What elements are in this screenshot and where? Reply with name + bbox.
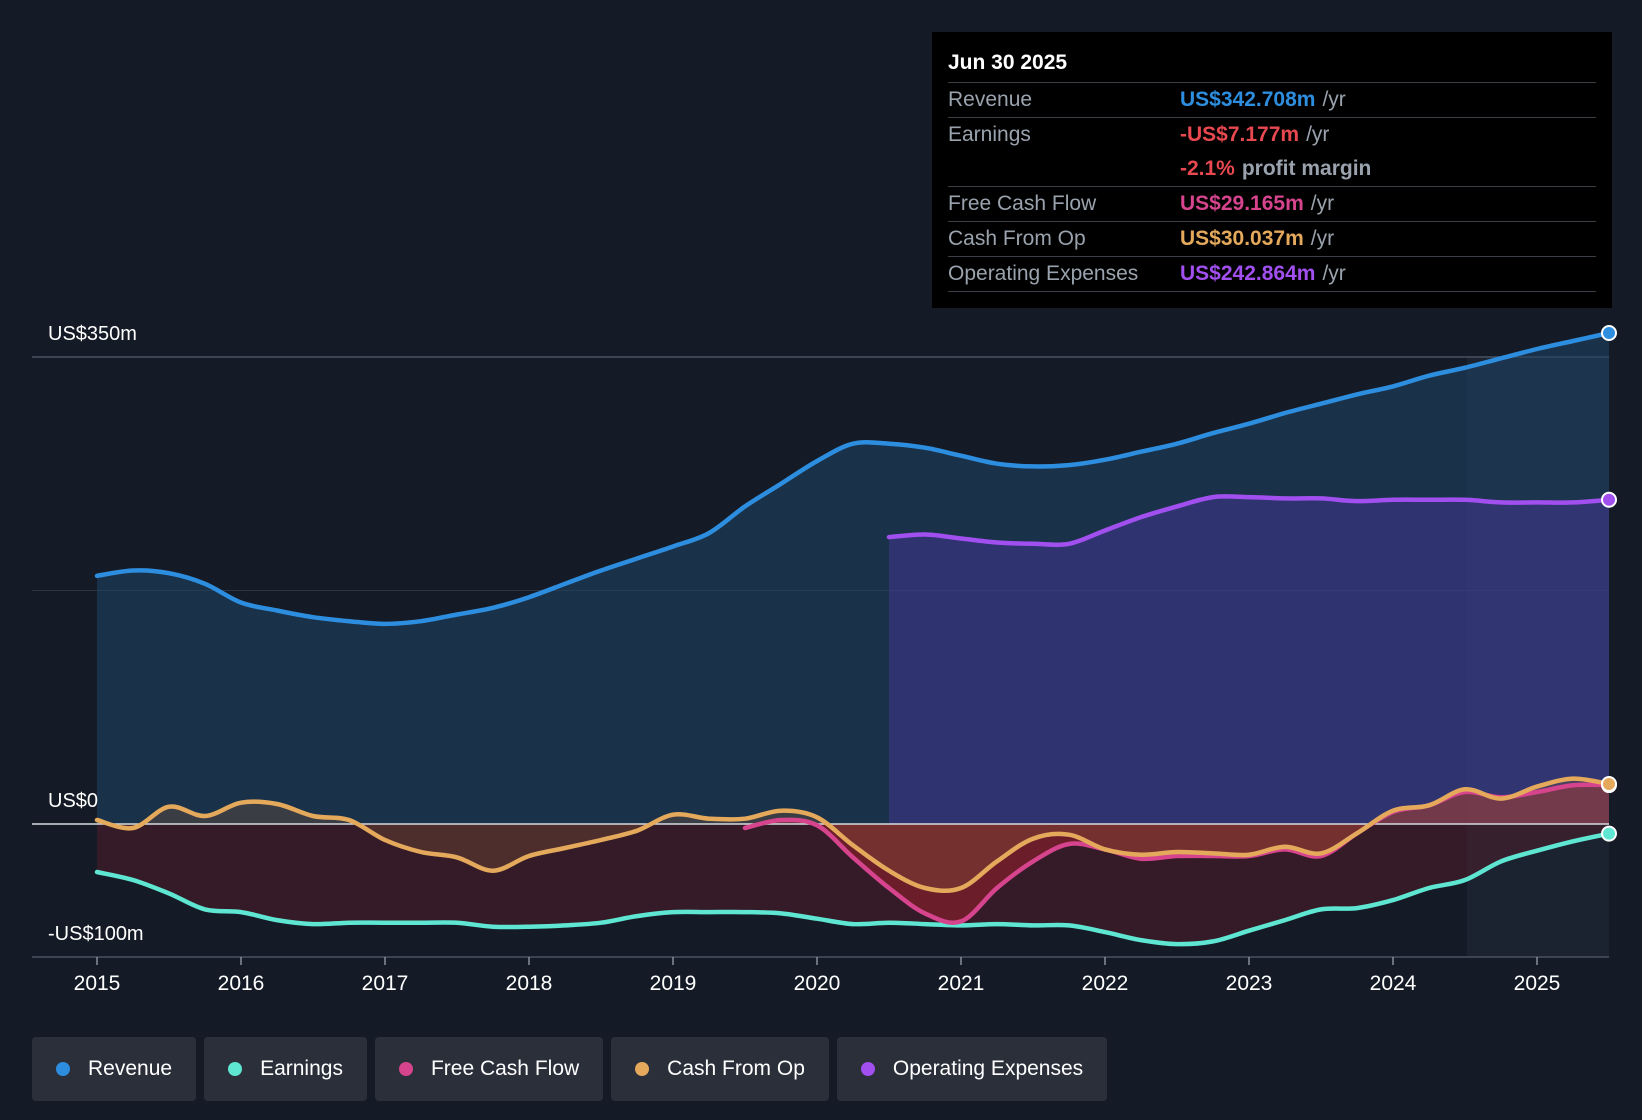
tooltip-row-earnings: Earnings -US$7.177m /yr [948,117,1596,152]
legend-item-operating-expenses[interactable]: Operating Expenses [836,1037,1108,1101]
tooltip-unit: /yr [1322,88,1346,111]
x-tick-label-2016: 2016 [218,972,265,995]
tooltip-value: -US$7.177m [1180,123,1300,146]
legend-dot-icon [228,1062,243,1076]
tooltip-value: -2.1% [1180,157,1235,180]
endpoint-operating-expenses [1601,491,1617,508]
line-free-cash-flow [742,782,1612,925]
legend-label: Cash From Op [667,1057,805,1080]
tooltip-unit: /yr [1306,123,1330,146]
legend-label: Revenue [88,1057,173,1080]
tooltip-label: Revenue [948,88,1033,111]
tooltip-label: Free Cash Flow [948,192,1097,215]
legend-label: Operating Expenses [892,1057,1084,1080]
tooltip-unit: /yr [1322,262,1346,285]
x-tick-label-2023: 2023 [1226,972,1273,995]
series-lines [32,330,1612,947]
tooltip-unit: profit margin [1241,157,1372,180]
legend-label: Earnings [260,1057,343,1080]
tooltip-row-margin: -2.1% profit margin [948,152,1596,186]
legend-item-revenue[interactable]: Revenue [32,1037,197,1101]
y-label-top: US$350m [48,323,137,345]
y-label-zero: US$0 [48,790,98,812]
tooltip-row-cfo: Cash From Op US$30.037m /yr [948,221,1596,256]
tooltip-label: Operating Expenses [948,262,1139,285]
tooltip-value: US$30.037m [1180,227,1304,250]
area-cash-from-op [97,778,1609,891]
endpoint-revenue [1601,324,1617,341]
legend-dot-icon [56,1062,70,1076]
x-tick-label-2022: 2022 [1082,972,1129,995]
x-tick-label-2024: 2024 [1370,972,1417,995]
legend-item-cash-from-op[interactable]: Cash From Op [611,1037,829,1101]
legend-label: Free Cash Flow [430,1057,580,1080]
tooltip-row-fcf: Free Cash Flow US$29.165m /yr [948,186,1596,221]
x-tick-label-2015: 2015 [74,972,121,995]
x-tick-label-2020: 2020 [794,972,841,995]
endpoint-earnings [1601,825,1617,842]
x-tick-label-2018: 2018 [506,972,553,995]
legend: Revenue Earnings Free Cash Flow Cash Fro… [32,1037,1108,1101]
tooltip-date: Jun 30 2025 [948,51,1068,74]
legend-dot-icon [860,1062,875,1076]
tooltip: Jun 30 2025 Revenue US$342.708m /yr Earn… [932,32,1612,308]
x-tick-label-2019: 2019 [650,972,697,995]
endpoint-cash-from-op [1601,775,1617,792]
tooltip-value: US$29.165m [1180,192,1304,215]
x-tick-label-2017: 2017 [362,972,409,995]
tooltip-value: US$242.864m [1180,262,1316,285]
x-axis: 2015 2016 2017 2018 2019 2020 2021 2022 2023 2024… [74,957,1561,995]
legend-item-free-cash-flow[interactable]: Free Cash Flow [374,1037,604,1101]
x-tick-label-2025: 2025 [1514,972,1561,995]
tooltip-row-opex: Operating Expenses US$242.864m /yr [948,256,1596,292]
legend-dot-icon [635,1062,650,1076]
line-earnings [94,831,1612,947]
tooltip-label: Cash From Op [948,227,1086,250]
area-revenue [97,333,1609,824]
series-endpoints [1601,324,1617,842]
x-tick-label-2021: 2021 [938,972,985,995]
tooltip-row-revenue: Revenue US$342.708m /yr [948,82,1596,117]
tooltip-unit: /yr [1310,192,1335,215]
tooltip-value: US$342.708m [1180,88,1316,111]
tooltip-label: Earnings [948,123,1031,146]
legend-item-earnings[interactable]: Earnings [204,1037,367,1101]
legend-dot-icon [398,1062,413,1076]
area-operating-expenses [889,496,1609,824]
line-operating-expenses [886,494,1612,548]
series-areas [97,333,1609,945]
line-cash-from-op [94,776,1612,894]
tooltip-unit: /yr [1310,227,1335,250]
y-label-bottom: -US$100m [48,923,144,945]
line-revenue [94,330,1612,627]
